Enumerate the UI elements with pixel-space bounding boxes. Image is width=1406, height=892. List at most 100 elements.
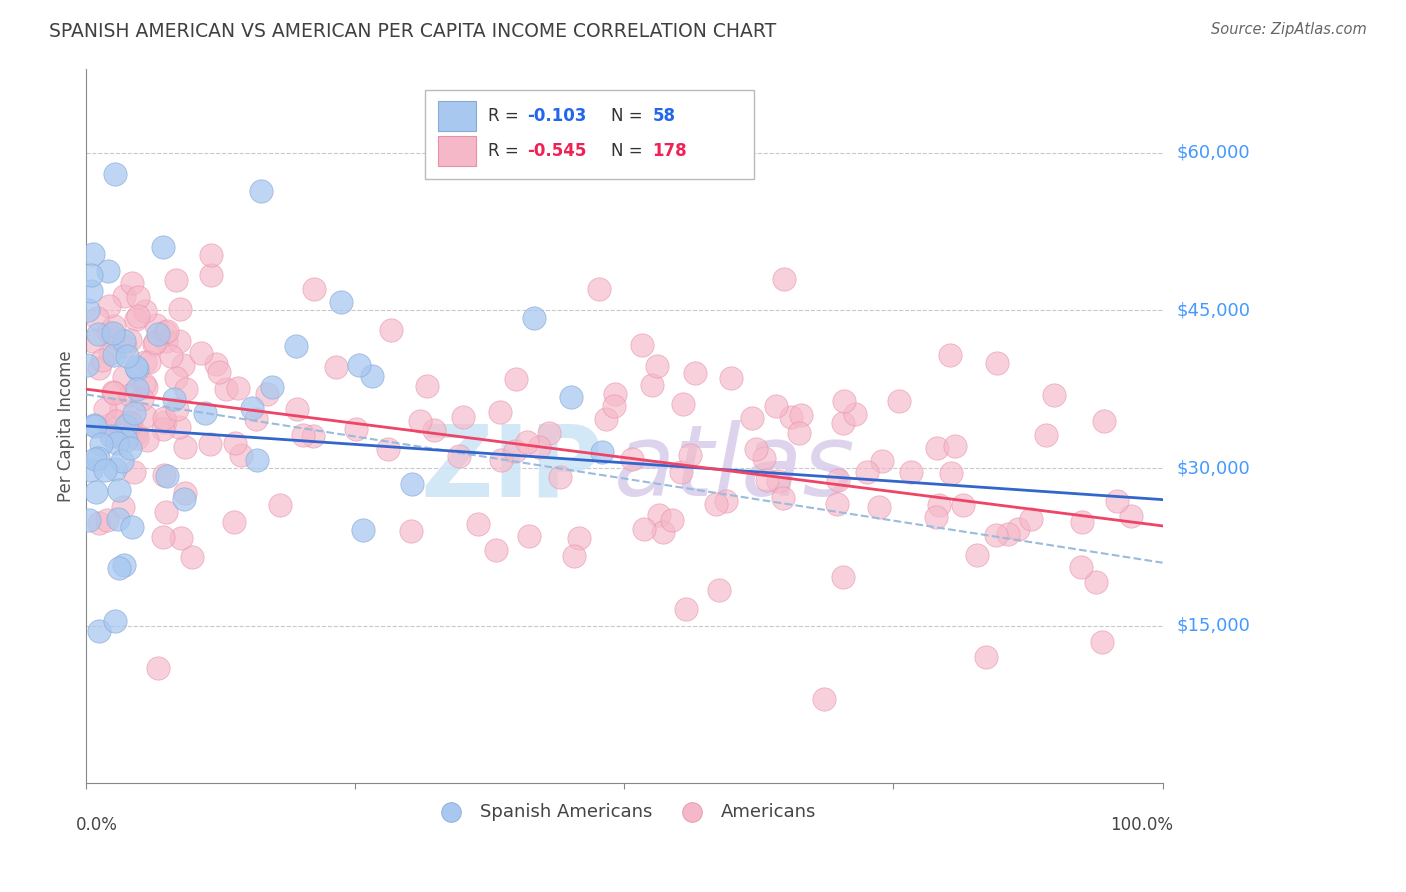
Text: ZIP: ZIP <box>420 420 603 517</box>
Point <box>111 426 134 441</box>
Point <box>467 517 489 532</box>
Point <box>115 434 138 448</box>
Point <box>104 167 127 181</box>
Point <box>118 388 141 402</box>
Point <box>651 524 673 539</box>
Point <box>603 399 626 413</box>
Point <box>399 524 422 539</box>
Point <box>207 365 229 379</box>
Point <box>292 428 315 442</box>
Point <box>84 419 107 434</box>
Point <box>135 380 157 394</box>
Point <box>224 435 246 450</box>
Point <box>672 397 695 411</box>
Text: -0.103: -0.103 <box>527 107 586 125</box>
Point <box>104 614 127 628</box>
Point <box>952 498 974 512</box>
Point <box>675 602 697 616</box>
Point <box>633 523 655 537</box>
Point <box>229 448 252 462</box>
Point <box>94 463 117 477</box>
Point <box>173 440 195 454</box>
Point <box>111 454 134 468</box>
Point <box>108 560 131 574</box>
Point <box>603 387 626 401</box>
Point <box>156 324 179 338</box>
Point <box>107 483 129 498</box>
Point <box>193 406 215 420</box>
Point <box>925 509 948 524</box>
Point <box>121 519 143 533</box>
Point <box>409 414 432 428</box>
Point <box>887 394 910 409</box>
Point <box>104 462 127 476</box>
Point <box>489 405 512 419</box>
Point <box>752 450 775 465</box>
Point <box>125 427 148 442</box>
Point <box>101 384 124 399</box>
Point <box>621 452 644 467</box>
Point <box>115 418 138 433</box>
Point <box>152 240 174 254</box>
Point <box>416 378 439 392</box>
Point <box>679 448 702 462</box>
Point <box>153 415 176 429</box>
Point <box>214 382 236 396</box>
Point <box>112 429 135 443</box>
Point <box>284 339 307 353</box>
Point <box>707 583 730 598</box>
Y-axis label: Per Capita Income: Per Capita Income <box>58 351 75 502</box>
Point <box>1119 509 1142 524</box>
Point <box>101 330 124 344</box>
Point <box>683 366 706 380</box>
Point <box>631 338 654 352</box>
Point <box>517 529 540 543</box>
Point <box>856 465 879 479</box>
Point <box>143 334 166 349</box>
Point <box>789 425 811 440</box>
Point <box>145 318 167 332</box>
Point <box>661 513 683 527</box>
Point <box>344 422 367 436</box>
Point <box>453 410 475 425</box>
Point <box>1035 428 1057 442</box>
Point <box>560 390 582 404</box>
Point <box>523 310 546 325</box>
Point <box>986 356 1008 370</box>
Point <box>986 528 1008 542</box>
Point <box>302 429 325 443</box>
Point <box>174 382 197 396</box>
Point <box>671 465 693 479</box>
Point <box>86 485 108 500</box>
Point <box>1091 634 1114 648</box>
Point <box>83 418 105 433</box>
Point <box>240 401 263 416</box>
Text: $60,000: $60,000 <box>1177 144 1250 161</box>
Point <box>77 302 100 317</box>
Point <box>844 407 866 421</box>
Point <box>169 302 191 317</box>
Point <box>928 498 950 512</box>
Point <box>256 386 278 401</box>
Point <box>97 300 120 314</box>
Point <box>595 412 617 426</box>
Point <box>125 359 148 374</box>
Point <box>900 466 922 480</box>
Point <box>155 334 177 348</box>
Text: N =: N = <box>612 143 648 161</box>
Point <box>347 358 370 372</box>
Point <box>269 498 291 512</box>
Point <box>198 437 221 451</box>
Point <box>974 650 997 665</box>
Point <box>352 523 374 537</box>
Point <box>77 513 100 527</box>
Point <box>568 531 591 545</box>
Point <box>329 294 352 309</box>
Point <box>449 449 471 463</box>
Point <box>166 273 188 287</box>
Point <box>127 309 149 323</box>
Text: 100.0%: 100.0% <box>1111 815 1173 834</box>
Point <box>1092 414 1115 428</box>
Point <box>97 264 120 278</box>
Point <box>98 425 121 439</box>
